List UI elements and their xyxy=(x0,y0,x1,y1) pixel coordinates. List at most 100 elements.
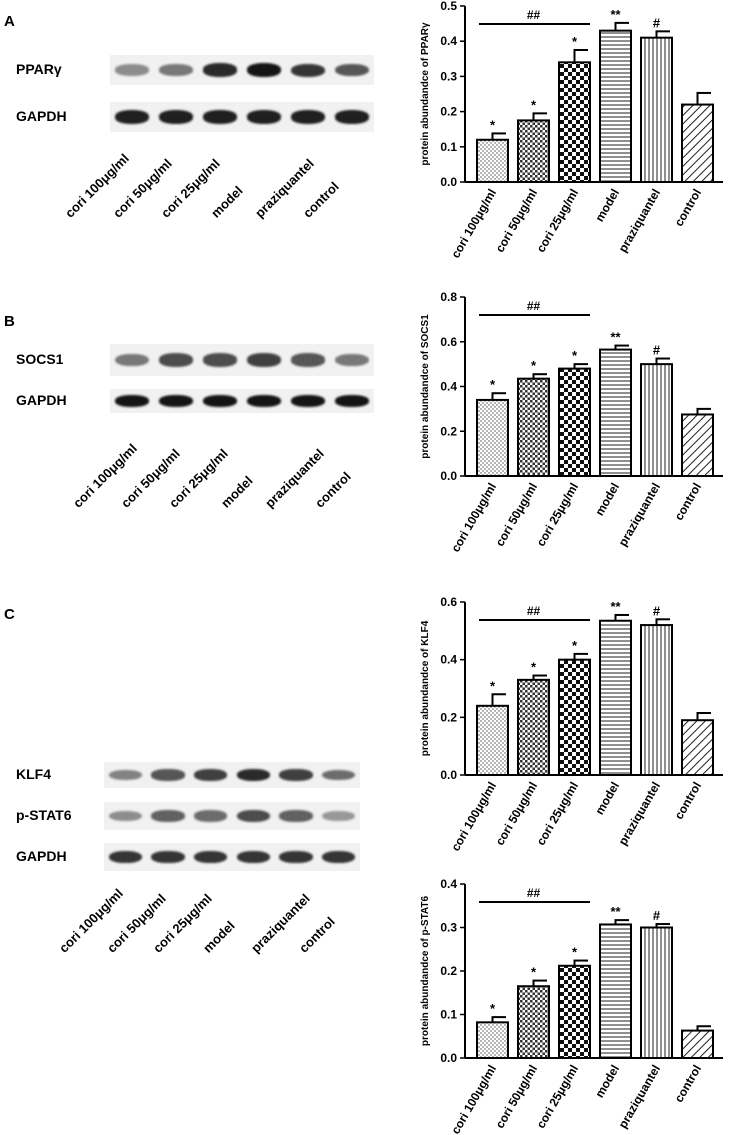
blot-band xyxy=(322,769,356,781)
blot-band xyxy=(290,110,326,124)
bar xyxy=(476,138,509,183)
y-axis-label: protein abundandce of SOCS1 xyxy=(420,314,431,459)
bar xyxy=(517,119,550,183)
x-category-label: cori 50μg/ml xyxy=(493,481,540,549)
bar xyxy=(681,103,714,183)
bar xyxy=(640,363,673,477)
blot-band xyxy=(158,64,194,76)
y-tick-label: 0.3 xyxy=(440,921,457,935)
significance-marker: * xyxy=(531,97,537,112)
bar xyxy=(558,658,591,777)
blot-band xyxy=(114,353,150,367)
comparison-bracket-label: ## xyxy=(527,886,541,900)
x-category-label: model xyxy=(592,481,622,519)
bar xyxy=(681,719,714,777)
blot-band xyxy=(279,850,313,864)
y-axis-label: protein abundandce of PPARγ xyxy=(420,22,431,166)
blot-band xyxy=(334,63,370,77)
blot-band xyxy=(279,769,313,781)
y-tick-label: 0.0 xyxy=(440,1051,457,1065)
blot-band xyxy=(322,850,356,864)
y-tick-label: 0.4 xyxy=(440,380,457,394)
blot-band xyxy=(202,395,238,407)
blot-band xyxy=(246,395,282,407)
bar xyxy=(558,964,591,1060)
bar xyxy=(681,413,714,477)
y-tick-label: 0.3 xyxy=(440,69,457,83)
blot-band xyxy=(158,110,194,124)
y-tick-label: 0.4 xyxy=(440,653,457,667)
blot-strip-ppar- xyxy=(110,55,374,85)
blot-band xyxy=(114,64,150,76)
y-tick-label: 0.1 xyxy=(440,140,457,154)
significance-marker: # xyxy=(653,603,661,618)
blot-strip-p-stat6 xyxy=(104,802,360,830)
y-tick-label: 0.2 xyxy=(440,710,457,724)
blot-band xyxy=(158,395,194,407)
blot-band xyxy=(108,810,142,822)
significance-marker: * xyxy=(531,660,537,675)
blot-band xyxy=(202,63,238,77)
blot-label: GAPDH xyxy=(16,108,67,124)
significance-marker: * xyxy=(572,945,578,960)
blot-band xyxy=(279,810,313,822)
y-tick-label: 0.1 xyxy=(440,1008,457,1022)
blot-strip-gapdh xyxy=(110,389,374,413)
blot-band xyxy=(246,353,282,367)
significance-marker: * xyxy=(531,965,537,980)
x-category-label: cori 25μg/ml xyxy=(534,780,581,848)
bar xyxy=(640,926,673,1059)
x-category-label: control xyxy=(672,187,704,229)
x-category-label: praziquantel xyxy=(616,1063,663,1131)
blot-band xyxy=(202,110,238,124)
x-category-label: cori 100μg/ml xyxy=(448,780,499,854)
blot-band xyxy=(236,810,270,822)
blot-strip-gapdh xyxy=(104,843,360,871)
panel-letter-b: B xyxy=(4,313,15,330)
blot-band xyxy=(114,110,150,124)
y-tick-label: 0.0 xyxy=(440,768,457,782)
panel-letter-c: C xyxy=(4,606,15,623)
significance-marker: # xyxy=(653,343,661,358)
comparison-bracket-label: ## xyxy=(527,604,541,618)
y-tick-label: 0.6 xyxy=(440,335,457,349)
bar xyxy=(476,704,509,776)
blot-strip-klf4 xyxy=(104,762,360,788)
bar xyxy=(517,377,550,478)
blot-label: GAPDH xyxy=(16,848,67,864)
blot-band xyxy=(290,63,326,77)
blot-band xyxy=(290,395,326,407)
blot-band xyxy=(202,353,238,367)
bar xyxy=(599,923,632,1060)
blot-band xyxy=(151,850,185,864)
x-category-label: control xyxy=(672,780,704,822)
blot-band xyxy=(236,769,270,781)
bar xyxy=(640,36,673,184)
bar xyxy=(640,624,673,776)
significance-marker: * xyxy=(572,348,578,363)
blot-label: PPARγ xyxy=(16,61,62,77)
y-axis-label: protein abundandce of p-STAT6 xyxy=(420,895,431,1046)
bar xyxy=(558,367,591,478)
blot-label: KLF4 xyxy=(16,766,51,782)
x-category-label: cori 100μg/ml xyxy=(448,481,499,555)
significance-marker: ** xyxy=(610,904,621,919)
bar xyxy=(599,619,632,776)
y-tick-label: 0.0 xyxy=(440,175,457,189)
blot-band xyxy=(151,769,185,781)
blot-band xyxy=(108,850,142,864)
blot-band xyxy=(108,769,142,781)
blot-band xyxy=(334,353,370,367)
y-tick-label: 0.5 xyxy=(440,0,457,13)
bar xyxy=(599,29,632,183)
x-category-label: praziquantel xyxy=(616,187,663,255)
blot-band xyxy=(290,353,326,367)
blot-band xyxy=(194,810,228,822)
significance-marker: * xyxy=(490,678,496,693)
comparison-bracket-label: ## xyxy=(527,299,541,313)
y-tick-label: 0.2 xyxy=(440,424,457,438)
x-category-label: model xyxy=(592,780,622,818)
blot-label: p-STAT6 xyxy=(16,807,72,823)
comparison-bracket-label: ## xyxy=(527,8,541,22)
blot-band xyxy=(322,810,356,822)
